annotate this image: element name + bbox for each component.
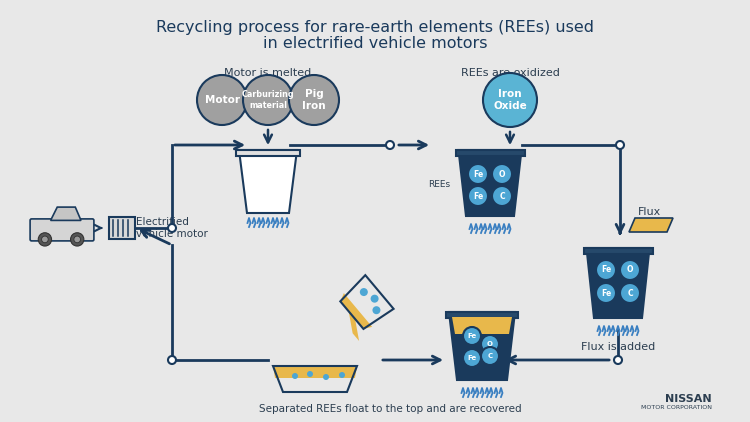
Polygon shape (236, 150, 300, 156)
Circle shape (74, 236, 80, 243)
Circle shape (481, 335, 499, 353)
Text: REEs: REEs (427, 179, 450, 189)
Text: NISSAN: NISSAN (665, 394, 712, 404)
Circle shape (616, 141, 624, 149)
Circle shape (614, 356, 622, 364)
Text: Pig
Iron: Pig Iron (302, 89, 326, 111)
Polygon shape (455, 150, 524, 156)
Text: O: O (487, 341, 493, 347)
Circle shape (481, 347, 499, 365)
Text: O: O (627, 265, 633, 274)
Text: O: O (499, 170, 506, 179)
Circle shape (38, 233, 52, 246)
Circle shape (463, 327, 481, 345)
Text: Fe: Fe (472, 192, 483, 200)
Text: C: C (500, 192, 505, 200)
Text: Fe: Fe (467, 333, 477, 339)
Polygon shape (50, 207, 81, 220)
Circle shape (370, 295, 379, 303)
Circle shape (492, 164, 512, 184)
Circle shape (620, 283, 640, 303)
Circle shape (463, 349, 481, 367)
Polygon shape (449, 312, 515, 380)
Circle shape (168, 224, 176, 232)
Text: C: C (488, 353, 493, 359)
Circle shape (307, 371, 313, 377)
FancyBboxPatch shape (109, 217, 135, 239)
Text: Carburizing
material: Carburizing material (242, 90, 294, 110)
Text: Motor is melted: Motor is melted (224, 68, 312, 78)
Circle shape (596, 260, 616, 280)
Polygon shape (584, 248, 652, 254)
Polygon shape (586, 248, 650, 318)
Polygon shape (349, 311, 359, 341)
Text: REEs are oxidized: REEs are oxidized (460, 68, 560, 78)
Circle shape (339, 372, 345, 378)
Polygon shape (340, 293, 372, 329)
Polygon shape (446, 312, 518, 318)
Polygon shape (458, 150, 521, 216)
Circle shape (360, 288, 368, 296)
Text: Flux: Flux (638, 207, 662, 217)
Circle shape (468, 186, 488, 206)
Text: Recycling process for rare-earth elements (REEs) used: Recycling process for rare-earth element… (156, 20, 594, 35)
Text: Electrified
vehicle motor: Electrified vehicle motor (136, 217, 208, 239)
Polygon shape (629, 218, 673, 232)
Polygon shape (273, 366, 357, 378)
Text: in electrified vehicle motors: in electrified vehicle motors (262, 36, 488, 51)
Text: MOTOR CORPORATION: MOTOR CORPORATION (641, 405, 712, 410)
Circle shape (468, 164, 488, 184)
Circle shape (596, 283, 616, 303)
Text: Fe: Fe (601, 265, 611, 274)
Text: Motor: Motor (205, 95, 239, 105)
Circle shape (292, 373, 298, 379)
Text: Separated REEs float to the top and are recovered: Separated REEs float to the top and are … (259, 404, 521, 414)
Circle shape (620, 260, 640, 280)
Circle shape (70, 233, 84, 246)
Circle shape (386, 141, 394, 149)
Text: Fe: Fe (467, 355, 477, 361)
Circle shape (492, 186, 512, 206)
Circle shape (197, 75, 247, 125)
Circle shape (243, 75, 293, 125)
Text: Fe: Fe (472, 170, 483, 179)
Circle shape (168, 356, 176, 364)
Circle shape (289, 75, 339, 125)
Text: Fe: Fe (601, 289, 611, 298)
Text: Iron
Oxide: Iron Oxide (494, 89, 526, 111)
Circle shape (323, 374, 329, 380)
Text: C: C (627, 289, 633, 298)
Text: Flux is added: Flux is added (580, 342, 656, 352)
Circle shape (483, 73, 537, 127)
Polygon shape (239, 150, 297, 213)
Circle shape (373, 306, 380, 314)
Polygon shape (452, 317, 512, 334)
Circle shape (41, 236, 48, 243)
FancyBboxPatch shape (30, 219, 94, 241)
